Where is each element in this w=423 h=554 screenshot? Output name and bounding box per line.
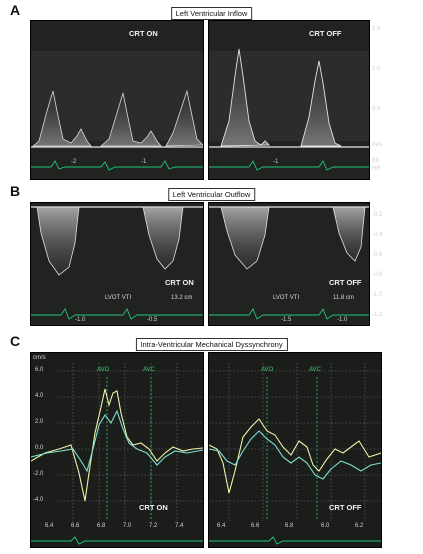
panel-b-scale-1: -0.2 xyxy=(372,212,383,218)
panel-c-right-x-5: 6.2 xyxy=(355,523,364,529)
panel-a-left-doppler xyxy=(31,21,203,179)
panel-c-right-trace-yellow xyxy=(209,418,381,494)
panel-b-right: CRT OFF LVOT VTI 11.8 cm -1.5 -1.0 xyxy=(208,202,370,326)
figure-letter-b: B xyxy=(10,183,21,199)
panel-a-left-label: CRT ON xyxy=(129,29,158,38)
panel-c-y-unit: cm/s xyxy=(33,355,46,361)
panel-c-right-x-2: 6.6 xyxy=(251,523,260,529)
panel-a-scale-2: 1.0 xyxy=(372,66,381,72)
panel-a-left-wave-3 xyxy=(165,89,203,147)
panel-a-right-wave-1 xyxy=(220,48,271,147)
panel-c-right-label: CRT OFF xyxy=(329,503,362,512)
panel-c-left-tissue-doppler xyxy=(31,353,203,547)
panel-c-y-tick-5: -2.0 xyxy=(33,471,44,477)
panel-c-left-trace-yellow xyxy=(31,388,203,502)
panel-a-right-doppler xyxy=(209,21,369,179)
panel-c-y-tick-3: 2.0 xyxy=(35,419,44,425)
figure-letter-c: C xyxy=(10,333,21,349)
panel-b-right-ecg xyxy=(209,308,369,320)
panel-c-right-trace-cyan xyxy=(209,430,381,480)
panel-b-scale-4: -0.8 xyxy=(372,272,383,278)
panel-b-scale-3: -0.6 xyxy=(372,252,383,258)
panel-c-right: AVO AVC CRT OFF 6.4 6.6 6.8 6.0 6.2 xyxy=(208,352,382,548)
panel-a-scale-3: 0.5 xyxy=(372,106,381,112)
panel-b: CRT ON LVOT VTI 13.2 cm -1.0 -0.5 CRT OF… xyxy=(30,202,386,327)
panel-c-left-x-6: 7.4 xyxy=(175,523,184,529)
figure-letter-a: A xyxy=(10,2,21,18)
panel-b-scale-5: -1.0 xyxy=(372,292,383,298)
panel-a-right-ecg xyxy=(209,160,369,171)
panel-a-hr-value: 63 xyxy=(372,158,379,164)
panel-a-left-ecg xyxy=(31,160,203,171)
panel-b-left-vti-label: LVOT VTI xyxy=(105,295,132,301)
panel-b-left-tick-2: -0.5 xyxy=(147,317,158,323)
panel-c-y-tick-1: 6.0 xyxy=(35,367,44,373)
panel-b-left-vti-value: 13.2 cm xyxy=(171,295,193,301)
panel-a-left-wave-1 xyxy=(31,90,92,147)
panel-b-right-doppler xyxy=(209,203,369,325)
panel-a-right: CRT OFF -1 xyxy=(208,20,370,180)
panel-c-right-avo: AVO xyxy=(261,367,274,373)
caption-lv-outflow: Left Ventricular Outflow xyxy=(167,188,256,201)
panel-b-left-label: CRT ON xyxy=(165,278,194,287)
panel-c-left-ecg xyxy=(31,536,203,545)
panel-b-right-envelope-1 xyxy=(220,206,270,270)
panel-a-right-tick-1: -1 xyxy=(273,159,279,165)
panel-b-right-vti-value: 11.8 cm xyxy=(333,295,354,301)
panel-a-left: CRT ON -2 -1 xyxy=(30,20,204,180)
panel-c-left-x-3: 6.8 xyxy=(97,523,106,529)
panel-c-left: cm/s 6.0 4.0 2.0 0.0 -2.0 -4.0 AVO AVC C… xyxy=(30,352,204,548)
panel-c-y-tick-6: -4.0 xyxy=(33,497,44,503)
panel-c-right-x-3: 6.8 xyxy=(285,523,294,529)
panel-b-left: CRT ON LVOT VTI 13.2 cm -1.0 -0.5 xyxy=(30,202,204,326)
panel-c-y-tick-4: 0.0 xyxy=(35,445,44,451)
panel-c-right-x-4: 6.0 xyxy=(321,523,330,529)
panel-c-y-tick-2: 4.0 xyxy=(35,393,44,399)
panel-c-right-tissue-doppler xyxy=(209,353,381,547)
panel-b-left-doppler xyxy=(31,203,203,325)
panel-a: CRT ON -2 -1 CRT OFF -1 1.5 1.0 0.5 m/s … xyxy=(30,20,386,180)
caption-lv-inflow: Left Ventricular Inflow xyxy=(170,7,253,20)
panel-c-right-ecg xyxy=(209,536,381,545)
panel-c-left-trace-cyan xyxy=(31,409,203,473)
caption-dyssynchrony: Intra-Ventricular Mechanical Dyssynchron… xyxy=(135,338,288,351)
panel-b-left-tick-1: -1.0 xyxy=(75,317,86,323)
panel-c-left-label: CRT ON xyxy=(139,503,168,512)
panel-c-left-x-2: 6.6 xyxy=(71,523,80,529)
panel-b-left-ecg xyxy=(31,308,203,320)
panel-a-right-label: CRT OFF xyxy=(309,29,342,38)
panel-c: cm/s 6.0 4.0 2.0 0.0 -2.0 -4.0 AVO AVC C… xyxy=(30,352,386,548)
panel-c-right-x-1: 6.4 xyxy=(217,523,226,529)
panel-a-left-tick-1: -2 xyxy=(71,159,77,165)
panel-a-hr-label: HR xyxy=(372,166,381,172)
panel-c-left-x-1: 6.4 xyxy=(45,523,54,529)
panel-a-right-wave-2 xyxy=(300,60,342,147)
panel-c-left-avc: AVC xyxy=(143,367,155,373)
panel-a-scale-1: 1.5 xyxy=(372,26,381,32)
panel-a-left-wave-2 xyxy=(99,92,162,147)
panel-a-left-tick-2: -1 xyxy=(141,159,147,165)
panel-c-left-x-4: 7.0 xyxy=(123,523,132,529)
panel-b-scale-2: -0.4 xyxy=(372,232,383,238)
panel-a-scale-unit: m/s xyxy=(372,142,382,148)
panel-b-right-envelope-2 xyxy=(332,206,366,262)
panel-c-left-x-5: 7.2 xyxy=(149,523,158,529)
panel-b-right-tick-1: -1.5 xyxy=(281,317,292,323)
panel-b-right-label: CRT OFF xyxy=(329,278,362,287)
panel-b-right-tick-2: -1.0 xyxy=(337,317,348,323)
panel-b-right-vti-label: LVOT VTI xyxy=(273,295,300,301)
panel-c-left-avo: AVO xyxy=(97,367,110,373)
panel-b-left-envelope-2 xyxy=(142,206,184,270)
panel-b-scale-6: -1.2 xyxy=(372,312,383,318)
panel-b-left-envelope-1 xyxy=(36,206,80,276)
panel-c-right-avc: AVC xyxy=(309,367,321,373)
